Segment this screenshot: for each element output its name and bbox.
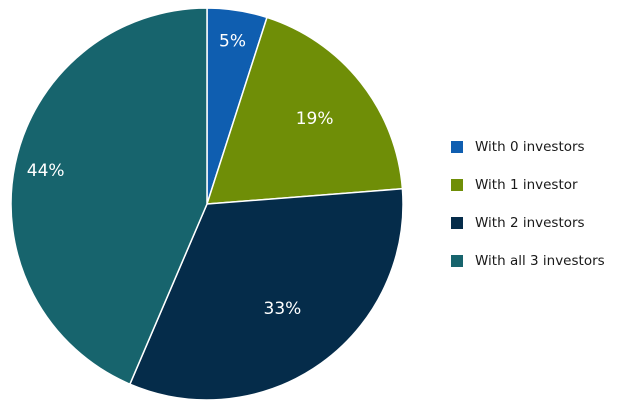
legend-swatch-1 (451, 178, 463, 191)
legend-item-2: With 2 investors (451, 213, 626, 232)
legend-label-1: With 1 investor (475, 176, 578, 193)
pie-slices (10, 7, 404, 401)
legend-label-0: With 0 investors (475, 138, 585, 155)
legend-item-1: With 1 investor (451, 175, 626, 194)
legend-swatch-2 (451, 216, 463, 229)
legend-label-3: With all 3 investors (475, 252, 605, 269)
legend-item-3: With all 3 investors (451, 251, 626, 270)
pie-slice-2 (129, 188, 404, 401)
pie-data-label-1: 19% (296, 109, 334, 129)
legend-label-2: With 2 investors (475, 214, 585, 231)
pie-slice-3 (10, 7, 208, 385)
pie-slice-1 (206, 16, 404, 205)
pie-data-label-3: 44% (27, 161, 65, 181)
pie-data-label-2: 33% (264, 299, 302, 319)
legend-swatch-3 (451, 254, 463, 267)
legend-swatch-0 (451, 140, 463, 153)
pie-data-label-0: 5% (219, 31, 246, 51)
pie-data-labels: 5% 19% 33% 44% (27, 31, 334, 319)
legend: With 0 investors With 1 investor With 2 … (451, 137, 626, 289)
legend-item-0: With 0 investors (451, 137, 626, 156)
